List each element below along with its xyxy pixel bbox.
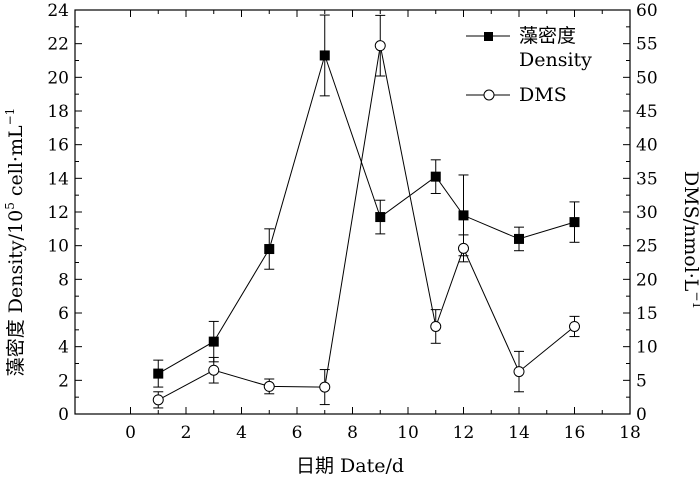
x-tick-label: 4: [236, 423, 247, 443]
y-left-tick-label: 14: [47, 169, 69, 189]
data-point: [513, 366, 525, 378]
y-left-tick-label: 8: [58, 270, 69, 290]
legend-marker-density: [484, 32, 493, 41]
legend-label-density-line2: Density: [519, 49, 592, 71]
y-right-tick-label: 0: [636, 405, 647, 425]
data-point: [375, 212, 386, 223]
data-point: [374, 40, 386, 52]
y-left-tick-label: 10: [47, 237, 69, 257]
legend-marker-dms: [483, 89, 495, 101]
x-tick-label: 10: [397, 423, 419, 443]
data-point: [208, 364, 220, 376]
y-right-tick-label: 10: [636, 338, 658, 358]
y-right-tick-label: 40: [636, 136, 658, 156]
series-line: [158, 45, 575, 401]
y-left-tick-label: 18: [47, 102, 69, 122]
y-axis-left-title-unit-exp: −1: [3, 108, 17, 126]
y-left-tick-label: 4: [58, 338, 69, 358]
x-tick-label: 0: [125, 423, 136, 443]
data-point: [153, 368, 164, 379]
x-tick-label: 8: [347, 423, 358, 443]
x-tick-label: 18: [619, 423, 641, 443]
x-tick-label: 14: [508, 423, 530, 443]
y-axis-left-title: 藻密度 Density/105 cell·mL−1: [3, 108, 27, 377]
y-left-tick-label: 0: [58, 405, 69, 425]
y-axis-right-title-main: DMS/nmol·L: [680, 171, 700, 292]
y-axis-left-title-exp: 5: [3, 202, 17, 210]
legend-label-dms: DMS: [519, 84, 567, 106]
x-tick-label: 6: [292, 423, 303, 443]
data-point: [208, 336, 219, 347]
x-tick-label: 2: [181, 423, 192, 443]
series-group: [152, 14, 580, 409]
y-axis-right-title-exp: −1: [690, 291, 700, 309]
x-axis-title: 日期 Date/d: [296, 455, 404, 477]
data-point: [569, 217, 580, 228]
data-point: [569, 320, 580, 332]
y-left-tick-label: 20: [47, 68, 69, 88]
series-dms: [152, 14, 580, 409]
tick-group: 0 2 4 6 8 10 12 14 16 180246810121416182022240510…: [47, 1, 657, 443]
data-point: [319, 381, 331, 393]
y-left-tick-label: 6: [58, 304, 69, 324]
legend-label-density: 藻密度: [519, 25, 576, 47]
y-right-tick-label: 55: [636, 35, 658, 55]
y-axis-right-title: DMS/nmol·L−1: [680, 171, 700, 309]
y-right-tick-label: 60: [636, 1, 658, 21]
series-line: [158, 53, 575, 375]
x-tick-label: 16: [564, 423, 586, 443]
y-left-tick-label: 16: [47, 136, 69, 156]
data-point: [264, 244, 275, 255]
y-right-tick-label: 35: [636, 169, 658, 189]
y-axis-left-title-unit: cell·mL: [5, 125, 27, 202]
y-right-tick-label: 15: [636, 304, 658, 324]
data-point: [430, 320, 442, 332]
y-right-tick-label: 50: [636, 68, 658, 88]
y-axis-left-title-main: 藻密度 Density/10: [5, 210, 27, 377]
y-left-tick-label: 24: [47, 1, 69, 21]
data-point: [430, 171, 441, 182]
data-point: [514, 233, 524, 244]
data-point: [319, 50, 330, 61]
data-point: [458, 242, 469, 254]
data-point: [458, 210, 469, 221]
y-left-tick-label: 2: [58, 371, 69, 391]
series-density: [153, 14, 580, 388]
y-right-tick-label: 5: [636, 371, 647, 391]
y-right-tick-label: 30: [636, 203, 658, 223]
legend: 藻密度 Density DMS: [466, 25, 592, 106]
data-point: [152, 394, 164, 406]
y-left-tick-label: 22: [47, 35, 69, 55]
y-left-tick-label: 12: [47, 203, 69, 223]
y-right-tick-label: 25: [636, 237, 658, 257]
x-tick-label: 12: [453, 423, 475, 443]
y-right-tick-label: 45: [636, 102, 658, 122]
y-right-tick-label: 20: [636, 270, 658, 290]
data-point: [263, 380, 275, 392]
